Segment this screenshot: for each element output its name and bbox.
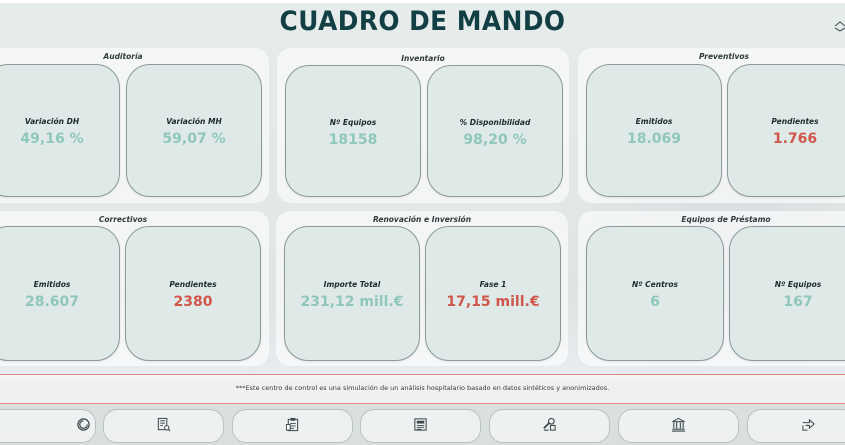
kpi-value: 18.069 xyxy=(626,131,682,147)
kpi-label: Emitidos xyxy=(33,280,71,289)
kpi-value: 98,20 % xyxy=(463,132,527,148)
top-strip xyxy=(0,0,845,3)
kpi-card-disponibilidad[interactable]: % Disponibilidad 98,20 % xyxy=(427,65,563,197)
kpi-value: 167 xyxy=(783,294,813,310)
kpi-label: Importe Total xyxy=(323,280,381,289)
kpi-card-fase-1[interactable]: Fase 1 17,15 mill.€ xyxy=(425,226,561,361)
kpi-card-preventivos-emitidos[interactable]: Emitidos 18.069 xyxy=(586,64,722,197)
disclaimer-bar: ***Este centro de control es una simulac… xyxy=(0,374,845,404)
kpi-card-correctivos-pendientes[interactable]: Pendientes 2380 xyxy=(125,226,261,361)
kpi-value: 231,12 mill.€ xyxy=(300,294,404,310)
corrective-wrench-icon xyxy=(542,417,557,436)
kpi-value: 59,07 % xyxy=(162,131,226,147)
nav-button-home[interactable] xyxy=(0,409,96,443)
kpi-card-n-centros[interactable]: Nº Centros 6 xyxy=(586,226,724,361)
nav-button-inventario[interactable] xyxy=(232,409,353,443)
kpi-card-correctivos-emitidos[interactable]: Emitidos 28.607 xyxy=(0,226,120,361)
page-title: CUADRO DE MANDO xyxy=(279,6,566,37)
collapse-icon[interactable] xyxy=(834,17,845,32)
kpi-label: Nº Equipos xyxy=(774,280,822,289)
kpi-label: Emitidos xyxy=(635,117,673,126)
panel-title: Inventario xyxy=(401,54,445,63)
preventive-report-icon xyxy=(413,417,428,436)
loan-exchange-icon xyxy=(801,417,816,436)
kpi-value: 2380 xyxy=(173,294,213,310)
panel-title: Correctivos xyxy=(98,215,148,224)
panel-renovacion-inversion: Renovación e Inversión Importe Total 231… xyxy=(276,211,568,366)
kpi-card-variacion-mh[interactable]: Variación MH 59,07 % xyxy=(126,64,262,197)
kpi-label: Nº Equipos xyxy=(329,118,377,127)
panel-title: Auditoría xyxy=(103,52,143,61)
nav-button-renovacion[interactable] xyxy=(618,409,739,443)
panel-title: Renovación e Inversión xyxy=(372,215,472,224)
panel-title: Equipos de Préstamo xyxy=(681,215,771,224)
panel-equipos-prestamo: Equipos de Préstamo Nº Centros 6 Nº Equi… xyxy=(578,211,845,366)
kpi-card-preventivos-pendientes[interactable]: Pendientes 1.766 xyxy=(727,64,845,197)
panel-correctivos: Correctivos Emitidos 28.607 Pendientes 2… xyxy=(0,211,269,366)
kpi-label: Pendientes xyxy=(169,280,217,289)
panel-title: Preventivos xyxy=(698,52,750,61)
kpi-value: 1.766 xyxy=(772,131,818,147)
kpi-value: 28.607 xyxy=(24,294,80,310)
kpi-label: % Disponibilidad xyxy=(459,118,531,127)
disclaimer-text: ***Este centro de control es una simulac… xyxy=(235,384,610,392)
nav-button-correctivos[interactable] xyxy=(489,409,610,443)
kpi-value: 18158 xyxy=(328,132,378,148)
kpi-label: Pendientes xyxy=(771,117,819,126)
audit-document-icon xyxy=(156,417,171,436)
kpi-label: Nº Centros xyxy=(632,280,678,289)
nav-button-prestamo[interactable] xyxy=(747,409,845,443)
investment-building-icon xyxy=(671,417,686,436)
kpi-card-prestamo-n-equipos[interactable]: Nº Equipos 167 xyxy=(729,226,845,361)
panel-inventario: Inventario Nº Equipos 18158 % Disponibil… xyxy=(277,48,569,203)
panel-auditoria: Auditoría Variación DH 49,16 % Variación… xyxy=(0,48,269,203)
kpi-label: Variación MH xyxy=(166,117,222,126)
kpi-value: 6 xyxy=(650,294,660,310)
kpi-card-n-equipos[interactable]: Nº Equipos 18158 xyxy=(285,65,421,197)
kpi-card-variacion-dh[interactable]: Variación DH 49,16 % xyxy=(0,64,120,197)
nav-button-preventivos[interactable] xyxy=(360,409,481,443)
inventory-clipboard-icon xyxy=(285,417,300,436)
nav-button-auditoria[interactable] xyxy=(103,409,224,443)
kpi-value: 49,16 % xyxy=(20,131,84,147)
kpi-value: 17,15 mill.€ xyxy=(446,294,540,310)
kpi-label: Fase 1 xyxy=(479,280,507,289)
kpi-label: Variación DH xyxy=(24,117,80,126)
home-spiral-icon xyxy=(76,417,91,436)
kpi-card-importe-total[interactable]: Importe Total 231,12 mill.€ xyxy=(284,226,420,361)
panel-preventivos: Preventivos Emitidos 18.069 Pendientes 1… xyxy=(578,48,845,203)
